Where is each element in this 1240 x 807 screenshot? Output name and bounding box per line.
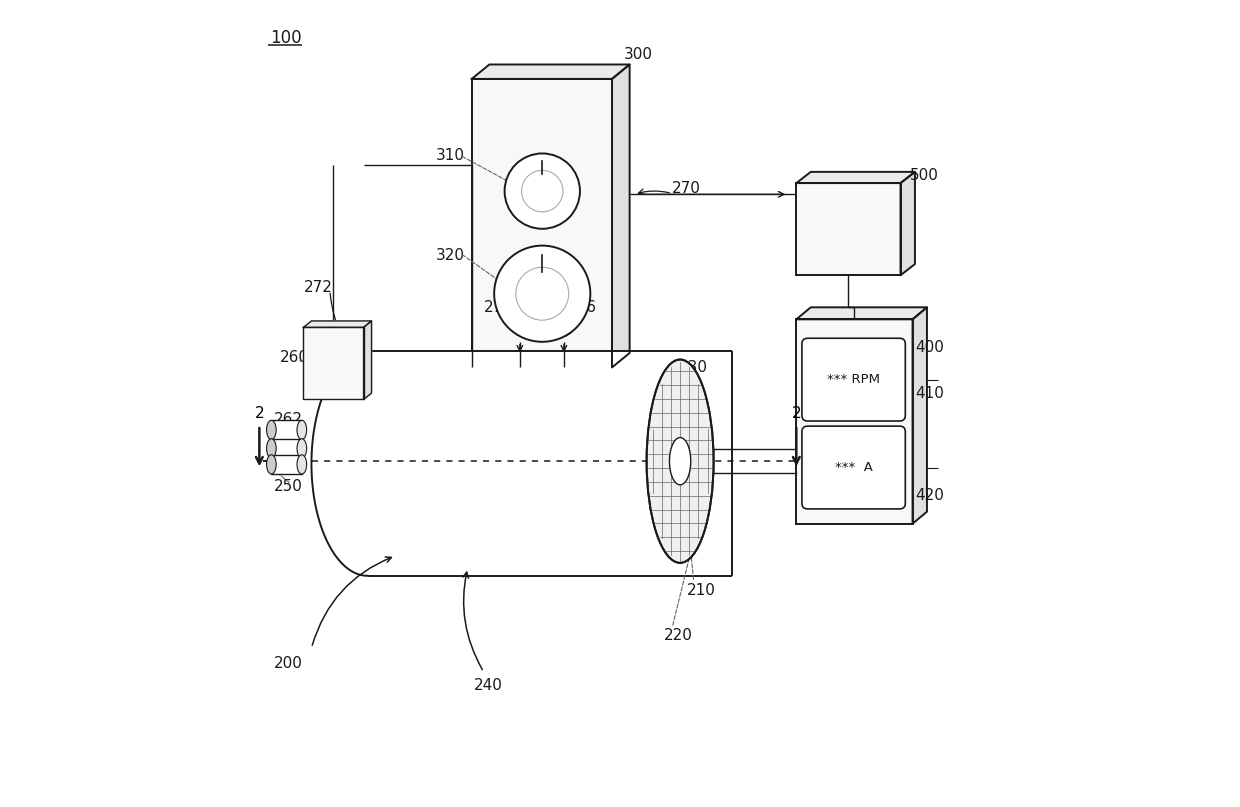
Ellipse shape — [267, 420, 277, 440]
Bar — [272, 439, 301, 458]
Bar — [272, 455, 301, 474]
Text: 262: 262 — [274, 412, 303, 427]
Bar — [272, 420, 301, 440]
Polygon shape — [471, 65, 630, 79]
Bar — [796, 320, 913, 524]
Ellipse shape — [646, 360, 713, 562]
Text: 220: 220 — [665, 629, 693, 643]
Bar — [471, 79, 613, 367]
Text: 200: 200 — [274, 656, 303, 671]
Polygon shape — [913, 307, 928, 524]
Text: 100: 100 — [270, 29, 301, 47]
Text: 2: 2 — [791, 406, 801, 421]
Text: 240: 240 — [474, 678, 503, 693]
Ellipse shape — [298, 420, 306, 440]
Text: 270: 270 — [672, 182, 701, 196]
Text: 2: 2 — [254, 406, 264, 421]
Ellipse shape — [298, 455, 306, 474]
Text: 260: 260 — [279, 349, 309, 365]
Circle shape — [505, 153, 580, 229]
Ellipse shape — [670, 437, 691, 485]
Circle shape — [495, 245, 590, 342]
Text: 310: 310 — [435, 148, 465, 162]
Text: 500: 500 — [910, 168, 939, 182]
Text: 420: 420 — [915, 488, 945, 504]
Polygon shape — [613, 65, 630, 367]
Ellipse shape — [267, 439, 277, 458]
Text: 274: 274 — [484, 300, 512, 315]
FancyBboxPatch shape — [802, 338, 905, 421]
Polygon shape — [796, 172, 915, 183]
Text: 210: 210 — [687, 583, 717, 598]
Text: 230: 230 — [678, 360, 708, 375]
Text: 320: 320 — [435, 248, 465, 263]
Text: 400: 400 — [915, 340, 945, 355]
Polygon shape — [311, 351, 367, 576]
Text: 410: 410 — [915, 386, 945, 400]
Text: 250: 250 — [274, 479, 303, 495]
Ellipse shape — [298, 439, 306, 458]
Ellipse shape — [267, 455, 277, 474]
Text: 272: 272 — [304, 280, 332, 295]
Text: ***  A: *** A — [835, 461, 873, 474]
FancyBboxPatch shape — [802, 426, 905, 509]
Bar — [796, 183, 900, 275]
Polygon shape — [363, 321, 372, 399]
Bar — [367, 351, 732, 576]
Text: 276: 276 — [568, 300, 596, 315]
Polygon shape — [900, 172, 915, 275]
Polygon shape — [796, 307, 928, 320]
Bar — [304, 328, 363, 399]
Text: 300: 300 — [624, 48, 653, 62]
Polygon shape — [304, 321, 372, 328]
Text: *** RPM: *** RPM — [827, 373, 880, 386]
